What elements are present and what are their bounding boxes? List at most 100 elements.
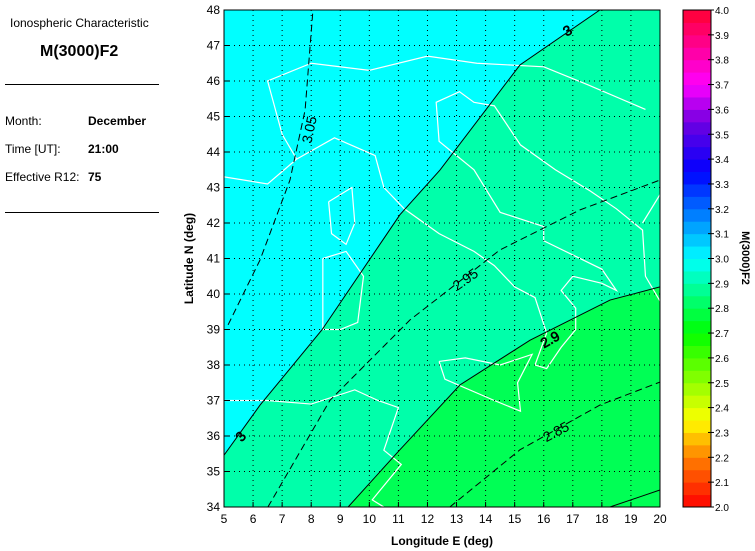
contour-2.8 (609, 489, 660, 507)
colorbar-tick-label: 2.7 (715, 329, 729, 340)
contour-2.85 (449, 381, 660, 507)
r12-label: Effective R12: (5, 170, 80, 184)
y-tick-label: 47 (207, 39, 221, 53)
panel-subtitle: Ionospheric Characteristic (10, 16, 149, 30)
contour-label: 3.05 (299, 114, 320, 144)
colorbar-band (683, 333, 711, 346)
colorbar-band (683, 59, 711, 73)
colorbar-tick-label: 3.8 (715, 56, 729, 67)
colorbar-label: M(3000)F2 (739, 231, 751, 285)
x-tick-label: 14 (479, 512, 493, 526)
y-tick-label: 34 (207, 500, 221, 514)
contour-3 (224, 10, 601, 456)
colorbar-band (683, 10, 711, 23)
x-tick-label: 15 (508, 512, 522, 526)
colorbar-tick-label: 2.3 (715, 428, 729, 439)
colorbar-band (683, 482, 711, 496)
coastline (642, 194, 660, 224)
contour-2.9 (347, 286, 660, 507)
x-tick-label: 6 (250, 512, 257, 526)
colorbar-band (683, 72, 711, 86)
colorbar-band (683, 444, 711, 458)
colorbar-band (683, 345, 711, 359)
y-tick-label: 41 (207, 252, 221, 266)
coastline (224, 389, 403, 507)
r12-value: 75 (88, 170, 102, 184)
x-tick-label: 10 (363, 512, 377, 526)
colorbar-band (683, 171, 711, 185)
colorbar-band (683, 183, 711, 197)
colorbar-tick-label: 3.5 (715, 130, 729, 141)
contour-3.05 (227, 10, 314, 326)
colorbar-tick-label: 3.7 (715, 81, 729, 92)
colorbar-tick-label: 3.3 (715, 180, 729, 191)
time-label: Time [UT]: (5, 142, 61, 156)
coastline (224, 55, 646, 185)
y-tick-label: 36 (207, 429, 221, 443)
colorbar-tick-label: 3.9 (715, 31, 729, 42)
colorbar-tick-label: 2.1 (715, 478, 729, 489)
colorbar-tick-label: 2.8 (715, 304, 729, 315)
x-tick-label: 19 (624, 512, 638, 526)
y-tick-label: 40 (207, 287, 221, 301)
colorbar-tick-label: 2.2 (715, 453, 729, 464)
contour-2.95 (267, 179, 660, 507)
x-tick-label: 8 (308, 512, 315, 526)
colorbar-band (683, 84, 711, 98)
colorbar-band (683, 457, 711, 471)
divider (5, 84, 159, 85)
colorbar-band (683, 246, 711, 259)
colorbar-band (683, 34, 711, 48)
colorbar-band (683, 370, 711, 384)
panel-title: M(3000)F2 (40, 43, 119, 60)
colorbar-band (683, 395, 711, 409)
coastline (328, 186, 356, 246)
colorbar-tick-label: 2.4 (715, 404, 729, 415)
colorbar-band (683, 357, 711, 371)
colorbar-tick-label: 3.1 (715, 230, 729, 241)
colorbar-tick-label: 3.2 (715, 205, 729, 216)
region-above-3 (224, 10, 600, 456)
colorbar-tick-label: 2.6 (715, 354, 729, 365)
x-tick-label: 16 (537, 512, 551, 526)
x-tick-label: 5 (221, 512, 228, 526)
colorbar-band (683, 407, 711, 421)
y-tick-label: 37 (207, 394, 221, 408)
colorbar-band (683, 258, 711, 272)
x-tick-label: 20 (653, 512, 667, 526)
colorbar-tick-label: 2.5 (715, 379, 729, 390)
y-tick-label: 38 (207, 358, 221, 372)
y-tick-label: 42 (207, 216, 221, 230)
colorbar-band (683, 420, 711, 433)
colorbar-band (683, 494, 711, 508)
colorbar-band (683, 208, 711, 222)
time-value: 21:00 (88, 142, 119, 156)
colorbar-band (683, 283, 711, 297)
y-tick-label: 46 (207, 74, 221, 88)
colorbar-band (683, 47, 711, 61)
x-tick-label: 9 (337, 512, 344, 526)
colorbar-band (683, 308, 711, 322)
y-tick-label: 48 (207, 3, 221, 17)
x-tick-label: 18 (595, 512, 609, 526)
coastline (296, 90, 660, 370)
y-tick-label: 35 (207, 465, 221, 479)
month-label: Month: (5, 114, 42, 128)
colorbar-band (683, 121, 711, 135)
divider (5, 212, 159, 213)
colorbar-tick-label: 2.9 (715, 279, 729, 290)
x-axis-label: Longitude E (deg) (391, 534, 493, 548)
y-tick-label: 44 (207, 145, 221, 159)
y-axis-label: Latitude N (deg) (182, 213, 196, 304)
x-tick-label: 12 (421, 512, 435, 526)
colorbar-band (683, 96, 711, 110)
x-tick-label: 13 (450, 512, 464, 526)
colorbar-band (683, 221, 711, 235)
colorbar-band (683, 432, 711, 446)
colorbar-band (683, 382, 711, 396)
coastline (322, 250, 365, 331)
x-tick-label: 7 (279, 512, 286, 526)
colorbar-band (683, 134, 711, 148)
x-tick-label: 17 (566, 512, 580, 526)
